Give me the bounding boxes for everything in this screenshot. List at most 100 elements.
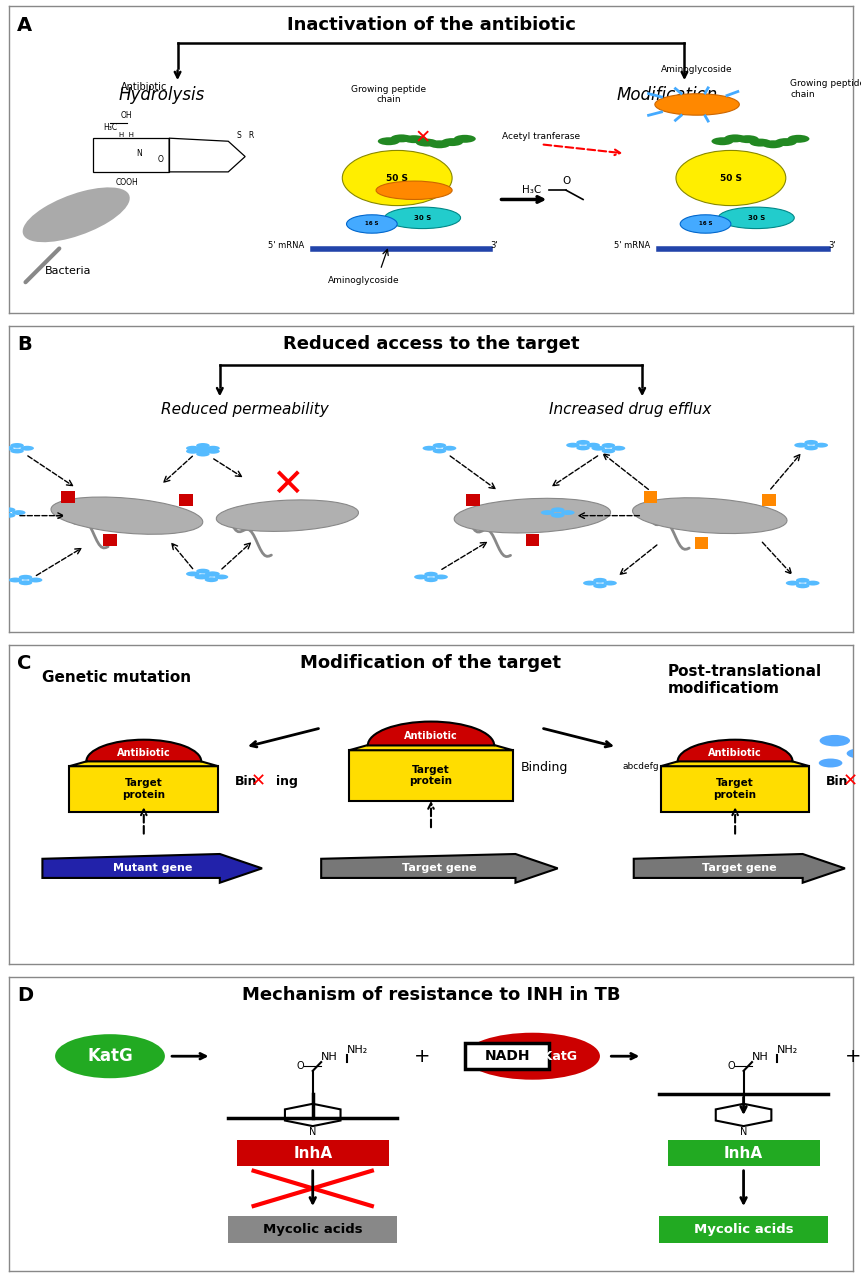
Circle shape (2, 513, 15, 517)
Bar (70, 766, 218, 812)
Bar (666, 1140, 819, 1166)
Text: A: A (17, 15, 32, 34)
Circle shape (591, 446, 604, 451)
Circle shape (403, 135, 424, 143)
Circle shape (576, 446, 589, 451)
Text: Hydrolysis: Hydrolysis (118, 86, 204, 103)
Text: KatG: KatG (87, 1047, 133, 1065)
Bar (660, 766, 808, 812)
Circle shape (390, 134, 412, 142)
Text: ✕: ✕ (251, 773, 266, 790)
Circle shape (582, 581, 596, 586)
Wedge shape (677, 739, 791, 761)
Circle shape (550, 513, 564, 517)
Text: Mutant gene: Mutant gene (113, 863, 192, 873)
Circle shape (9, 577, 22, 582)
Text: ing: ing (276, 775, 297, 788)
Circle shape (413, 575, 427, 580)
Circle shape (603, 581, 616, 586)
Circle shape (29, 577, 42, 582)
Circle shape (592, 584, 606, 589)
Text: InhA: InhA (723, 1145, 762, 1161)
Bar (659, 1216, 827, 1243)
Bar (103, 534, 116, 547)
Ellipse shape (51, 497, 202, 534)
Circle shape (0, 446, 14, 451)
Text: N: N (137, 149, 142, 158)
Circle shape (576, 441, 589, 444)
Text: Acetyl tranferase: Acetyl tranferase (501, 133, 579, 142)
Bar (761, 494, 775, 507)
Circle shape (787, 135, 808, 143)
Circle shape (10, 448, 24, 453)
Circle shape (814, 443, 827, 448)
Circle shape (432, 443, 446, 448)
Text: B: B (17, 335, 32, 354)
Circle shape (561, 510, 574, 515)
Wedge shape (86, 739, 201, 761)
Text: 16 S: 16 S (365, 221, 378, 226)
Bar (464, 1043, 548, 1069)
Ellipse shape (375, 181, 452, 199)
Text: Post-translational
modificatiom: Post-translational modificatiom (666, 664, 821, 696)
Text: 30 S: 30 S (413, 215, 430, 221)
Bar (694, 538, 707, 549)
Circle shape (186, 571, 199, 576)
Text: Mycolic acids: Mycolic acids (693, 1223, 792, 1236)
Circle shape (186, 448, 199, 453)
Ellipse shape (454, 498, 610, 533)
Bar (61, 492, 74, 503)
Circle shape (422, 446, 436, 451)
Circle shape (196, 448, 209, 453)
Ellipse shape (632, 498, 786, 534)
Bar (179, 494, 193, 507)
Circle shape (196, 568, 209, 573)
Circle shape (196, 443, 209, 448)
Circle shape (785, 581, 798, 586)
Text: +: + (414, 1047, 430, 1066)
Text: ✕: ✕ (270, 466, 303, 504)
Text: 3': 3' (827, 241, 834, 250)
Text: Modification: Modification (616, 86, 717, 103)
Text: H  H: H H (119, 133, 134, 138)
Circle shape (585, 443, 599, 448)
Circle shape (846, 748, 861, 759)
Text: abcdefg: abcdefg (622, 761, 659, 771)
Text: O: O (296, 1061, 304, 1071)
Circle shape (424, 572, 437, 577)
Text: H₃C: H₃C (102, 123, 117, 132)
Polygon shape (349, 728, 512, 750)
Bar (237, 1140, 388, 1166)
Circle shape (441, 138, 462, 146)
Circle shape (196, 452, 209, 456)
Ellipse shape (464, 1033, 599, 1080)
Circle shape (2, 507, 15, 512)
Circle shape (611, 446, 624, 451)
Text: Aminoglycoside: Aminoglycoside (660, 65, 732, 74)
Text: Aminoglycoside: Aminoglycoside (327, 276, 399, 285)
Circle shape (19, 580, 32, 585)
Text: Target
protein: Target protein (409, 765, 452, 787)
Ellipse shape (342, 151, 452, 206)
Circle shape (566, 443, 579, 448)
Circle shape (723, 134, 746, 142)
Text: 50 S: 50 S (386, 174, 408, 183)
Text: Reduced permeability: Reduced permeability (160, 402, 328, 418)
Circle shape (550, 507, 564, 512)
Text: O: O (727, 1061, 734, 1071)
Text: O: O (158, 155, 164, 165)
Text: Target gene: Target gene (701, 863, 776, 873)
Ellipse shape (216, 499, 358, 531)
Ellipse shape (346, 215, 397, 234)
Circle shape (761, 140, 784, 148)
Circle shape (195, 575, 208, 580)
Text: OH: OH (121, 111, 133, 120)
Text: Antibiotic: Antibiotic (708, 748, 761, 759)
Text: Target
protein: Target protein (122, 779, 165, 799)
Text: InhA: InhA (293, 1145, 331, 1161)
Ellipse shape (22, 188, 130, 243)
Text: ✕: ✕ (414, 129, 430, 148)
Circle shape (710, 137, 733, 146)
Text: 5' mRNA: 5' mRNA (268, 241, 304, 250)
Text: 50 S: 50 S (719, 174, 741, 183)
